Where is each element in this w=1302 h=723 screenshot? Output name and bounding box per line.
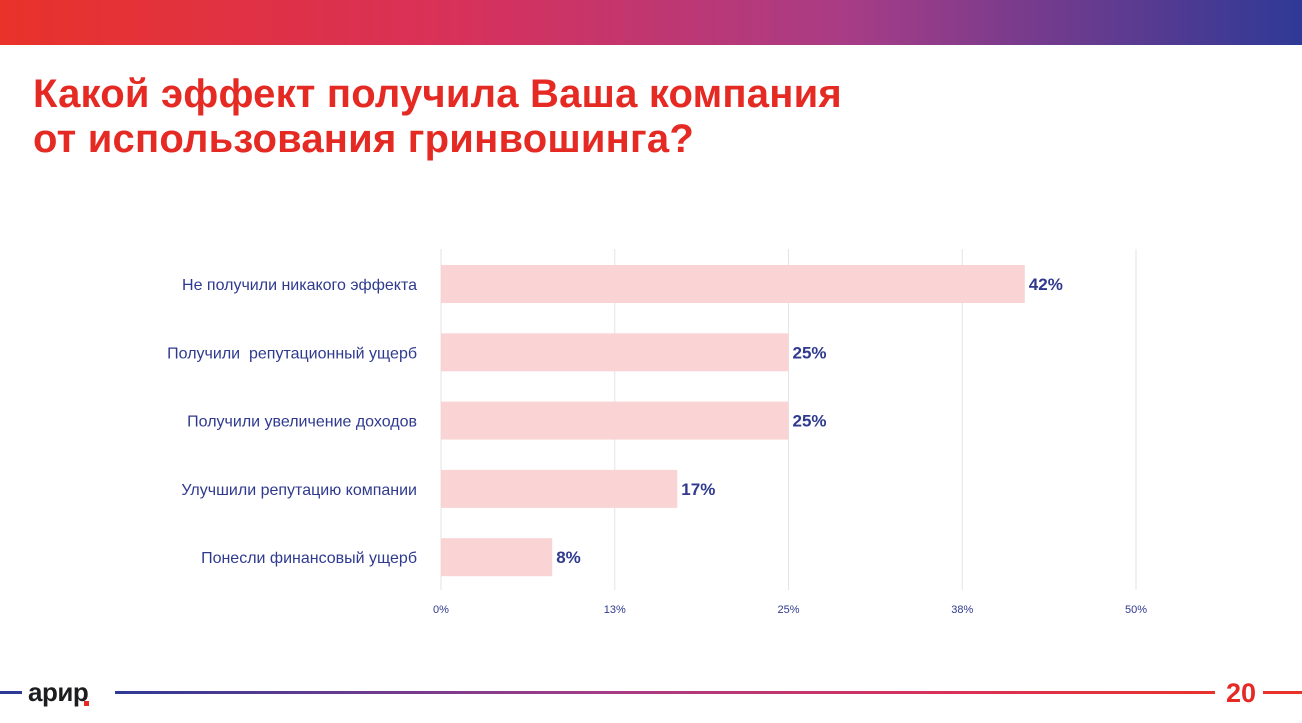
brand-logo: арир bbox=[28, 677, 89, 707]
bar-4 bbox=[441, 469, 678, 508]
footer-line-main bbox=[115, 691, 1215, 694]
bar-2 bbox=[441, 333, 789, 372]
category-label: Получили увеличение доходов bbox=[187, 414, 417, 431]
x-tick-label: 13% bbox=[604, 604, 626, 616]
footer-line-right bbox=[1263, 691, 1302, 694]
labels: 0% 13% 25% 38% 50% Не получили никакого эффек… bbox=[167, 275, 1147, 616]
slide-title: Какой эффект получила Ваша компания от и… bbox=[33, 72, 842, 162]
bar-3 bbox=[441, 401, 789, 440]
value-label: 25% bbox=[793, 343, 827, 362]
value-label: 25% bbox=[793, 412, 827, 431]
slide-title-line-2: от использования гринвошинга? bbox=[33, 117, 694, 161]
grid-lines bbox=[440, 249, 1137, 590]
top-gradient-bar bbox=[0, 0, 1302, 45]
value-label: 8% bbox=[556, 548, 581, 567]
category-label: Понесли финансовый ущерб bbox=[201, 550, 417, 567]
slide-title-line-1: Какой эффект получила Ваша компания bbox=[33, 72, 842, 116]
footer-line-left bbox=[0, 691, 22, 694]
bars bbox=[441, 265, 1025, 577]
category-label: Получили репутационный ущерб bbox=[167, 345, 417, 362]
x-tick-label: 50% bbox=[1125, 604, 1147, 616]
x-tick-label: 38% bbox=[951, 604, 973, 616]
page-number: 20 bbox=[1226, 678, 1257, 708]
value-label: 42% bbox=[1029, 275, 1063, 294]
x-tick-label: 25% bbox=[777, 604, 799, 616]
bar-5 bbox=[441, 538, 553, 577]
logo-dot bbox=[84, 701, 89, 706]
bar-1 bbox=[441, 265, 1025, 303]
category-label: Улучшили репутацию компании bbox=[181, 482, 417, 499]
category-label: Не получили никакого эффекта bbox=[182, 277, 417, 294]
x-tick-label: 0% bbox=[433, 604, 449, 616]
value-label: 17% bbox=[681, 480, 715, 499]
